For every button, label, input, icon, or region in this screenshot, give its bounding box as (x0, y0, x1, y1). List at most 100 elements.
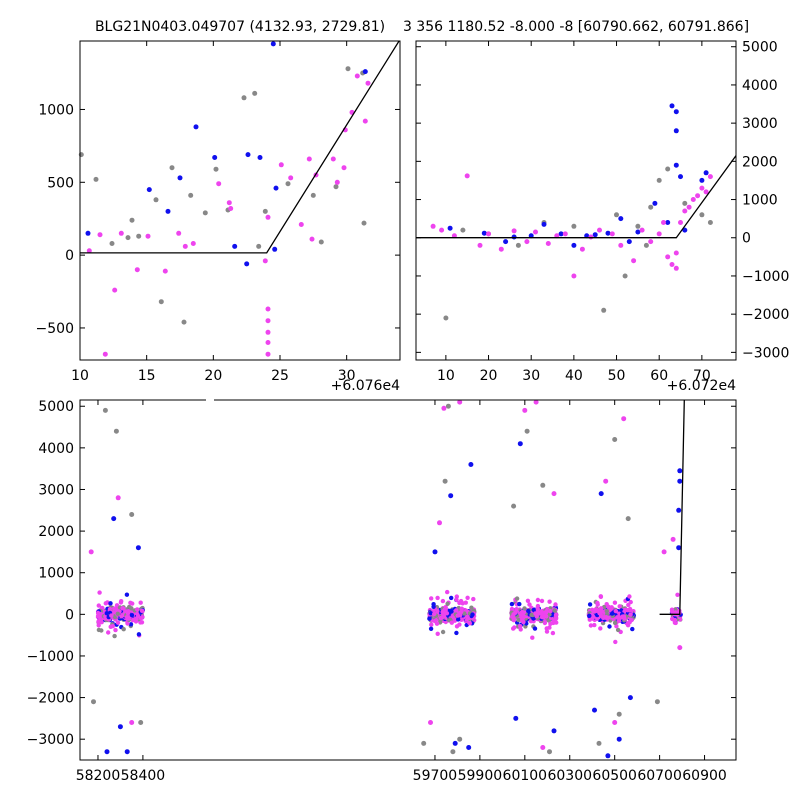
b-axis-break (206, 396, 214, 404)
cluster-2-pink-point (530, 635, 535, 640)
cluster-2-pink-point (527, 602, 532, 607)
pink-point (511, 228, 517, 234)
cluster-1-pink-point (457, 600, 462, 606)
x-tick-label: 60900 (682, 768, 727, 784)
gray-point (654, 699, 660, 705)
cluster-3-pink-point (592, 622, 597, 628)
gray-point (202, 210, 208, 216)
pink-point (354, 73, 360, 79)
cluster-2-pink-point (512, 625, 517, 630)
blue-point (605, 753, 611, 759)
blue-point (652, 200, 658, 206)
y-tick-label: −3000 (27, 732, 74, 748)
y-tick-label: 3000 (742, 116, 778, 132)
tl-points (78, 41, 371, 357)
y-tick-label: 0 (65, 607, 74, 623)
y-tick-label: 1000 (38, 566, 74, 582)
pink-point (669, 262, 675, 267)
x-tick-label: 25 (271, 368, 289, 384)
pink-point (330, 156, 336, 162)
cluster-1-blue-point (449, 595, 454, 601)
gray-point (345, 66, 351, 72)
blue-point (677, 468, 683, 474)
gray-point (596, 740, 602, 746)
cluster-1-blue-point (456, 617, 461, 622)
cluster-2-pink-point (510, 614, 515, 619)
b-frame (79, 399, 737, 761)
gray-point (625, 516, 631, 522)
blue-point (244, 261, 250, 267)
cluster-2-pink-point (552, 619, 557, 624)
gray-point (136, 233, 142, 239)
cluster-0-pink-point (138, 600, 143, 605)
gray-point (460, 227, 466, 233)
cluster-0-pink-point (135, 607, 140, 612)
cluster-3-pink-point (621, 614, 626, 620)
cluster-3-pink-point (598, 594, 603, 599)
gray-point (158, 299, 164, 305)
pink-point (129, 720, 135, 725)
pink-point (265, 340, 271, 345)
cluster-1-blue-point (427, 616, 432, 621)
panel-bottom: 58200 58400 59700 59900 60100 60300 60500 60700… (27, 396, 737, 784)
pink-point (673, 250, 679, 256)
blue-point (448, 493, 454, 499)
gray-point (109, 241, 115, 246)
pink-point (695, 193, 701, 199)
blue-point (257, 155, 263, 160)
gray-point (318, 239, 324, 245)
blue-point (165, 208, 171, 214)
cluster-3-pink-point (604, 615, 609, 620)
pink-point (265, 329, 271, 335)
pink-point (686, 204, 692, 210)
cluster-1-gray-point (445, 601, 450, 606)
pink-point (571, 273, 577, 279)
cluster-3-pink-point (625, 608, 630, 613)
cluster-1-blue-point (449, 609, 454, 614)
cluster-2-pink-point (521, 614, 527, 619)
x-tick-label: 15 (138, 368, 156, 384)
blue-point (673, 162, 679, 168)
cluster-1-pink-point (467, 621, 472, 626)
blue-point (117, 724, 123, 730)
y-tick-label: 4000 (742, 78, 778, 94)
cluster-3-pink-point (594, 608, 599, 613)
pink-point (115, 495, 121, 501)
pink-point (579, 246, 585, 252)
pink-point (665, 254, 671, 260)
cluster-3-pink-point (598, 607, 603, 612)
gray-point (443, 315, 449, 321)
y-tick-label: −2000 (742, 307, 789, 323)
cluster-2-pink-point (553, 615, 559, 620)
x-tick-label: 70 (693, 368, 711, 384)
pink-point (118, 230, 124, 236)
blue-point (592, 232, 598, 238)
pink-point (707, 174, 713, 180)
y-tick-label: 500 (47, 175, 74, 191)
cluster-0-pink-point (109, 613, 114, 618)
cluster-3-pink-point (616, 618, 621, 624)
cluster-0-pink-point (97, 590, 102, 595)
cluster-0-pink-point (128, 600, 133, 605)
blue-point (272, 246, 278, 252)
y-tick-label: 2000 (742, 154, 778, 170)
cluster-2-pink-point (525, 598, 531, 603)
pink-point (288, 175, 294, 181)
pink-point (182, 243, 188, 249)
tr-x-offset: +6.072e4 (667, 378, 736, 394)
tr-points (430, 103, 713, 321)
cluster-3-gray-point (612, 620, 618, 626)
b-ticks: 58200 58400 59700 59900 60100 60300 60500 60700… (27, 399, 736, 784)
cluster-0-gray-point (129, 606, 134, 611)
tr-title: 3 356 1180.52 -8.000 -8 [60790.662, 6079… (403, 19, 749, 35)
x-tick-label: 58200 (76, 768, 121, 784)
cluster-3-pink-point (613, 608, 618, 614)
cluster-2-gray-point (514, 596, 520, 601)
x-tick-label: 60100 (503, 768, 548, 784)
pink-point (86, 248, 92, 254)
blue-point (558, 231, 564, 237)
cluster-1-blue-point (428, 626, 434, 631)
pink-point (134, 267, 140, 273)
b-model (659, 400, 685, 615)
blue-point (135, 545, 141, 551)
